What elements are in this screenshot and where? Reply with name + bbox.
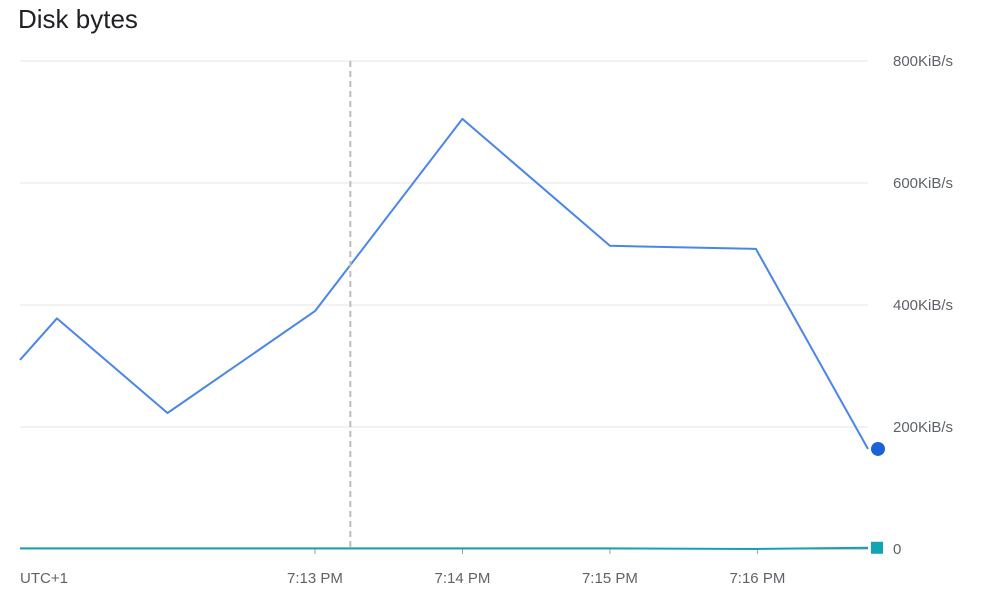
series-layer <box>19 117 885 554</box>
y-axis-ticks: 0 200KiB/s 400KiB/s 600KiB/s 800KiB/s <box>893 53 953 558</box>
grid-lines <box>20 60 868 550</box>
x-tick-label: 7:15 PM <box>582 570 638 587</box>
series-line-1 <box>20 546 869 550</box>
chart-title: Disk bytes <box>18 4 138 34</box>
x-tick-label: 7:16 PM <box>729 570 785 587</box>
series-end-marker-0 <box>871 441 885 456</box>
x-tick-label: 7:13 PM <box>287 570 343 587</box>
y-tick-label: 400KiB/s <box>893 297 953 314</box>
series-end-marker-1 <box>871 541 883 554</box>
y-tick-label: 800KiB/s <box>893 53 953 70</box>
y-tick-label: 200KiB/s <box>893 419 953 436</box>
series-line-0 <box>19 117 869 450</box>
y-tick-label: 600KiB/s <box>893 175 953 192</box>
timezone-label: UTC+1 <box>20 570 68 587</box>
y-tick-label: 0 <box>893 541 901 558</box>
x-tick-label: 7:14 PM <box>434 570 490 587</box>
x-axis-ticks: UTC+1 7:13 PM 7:14 PM 7:15 PM 7:16 PM <box>20 549 785 587</box>
